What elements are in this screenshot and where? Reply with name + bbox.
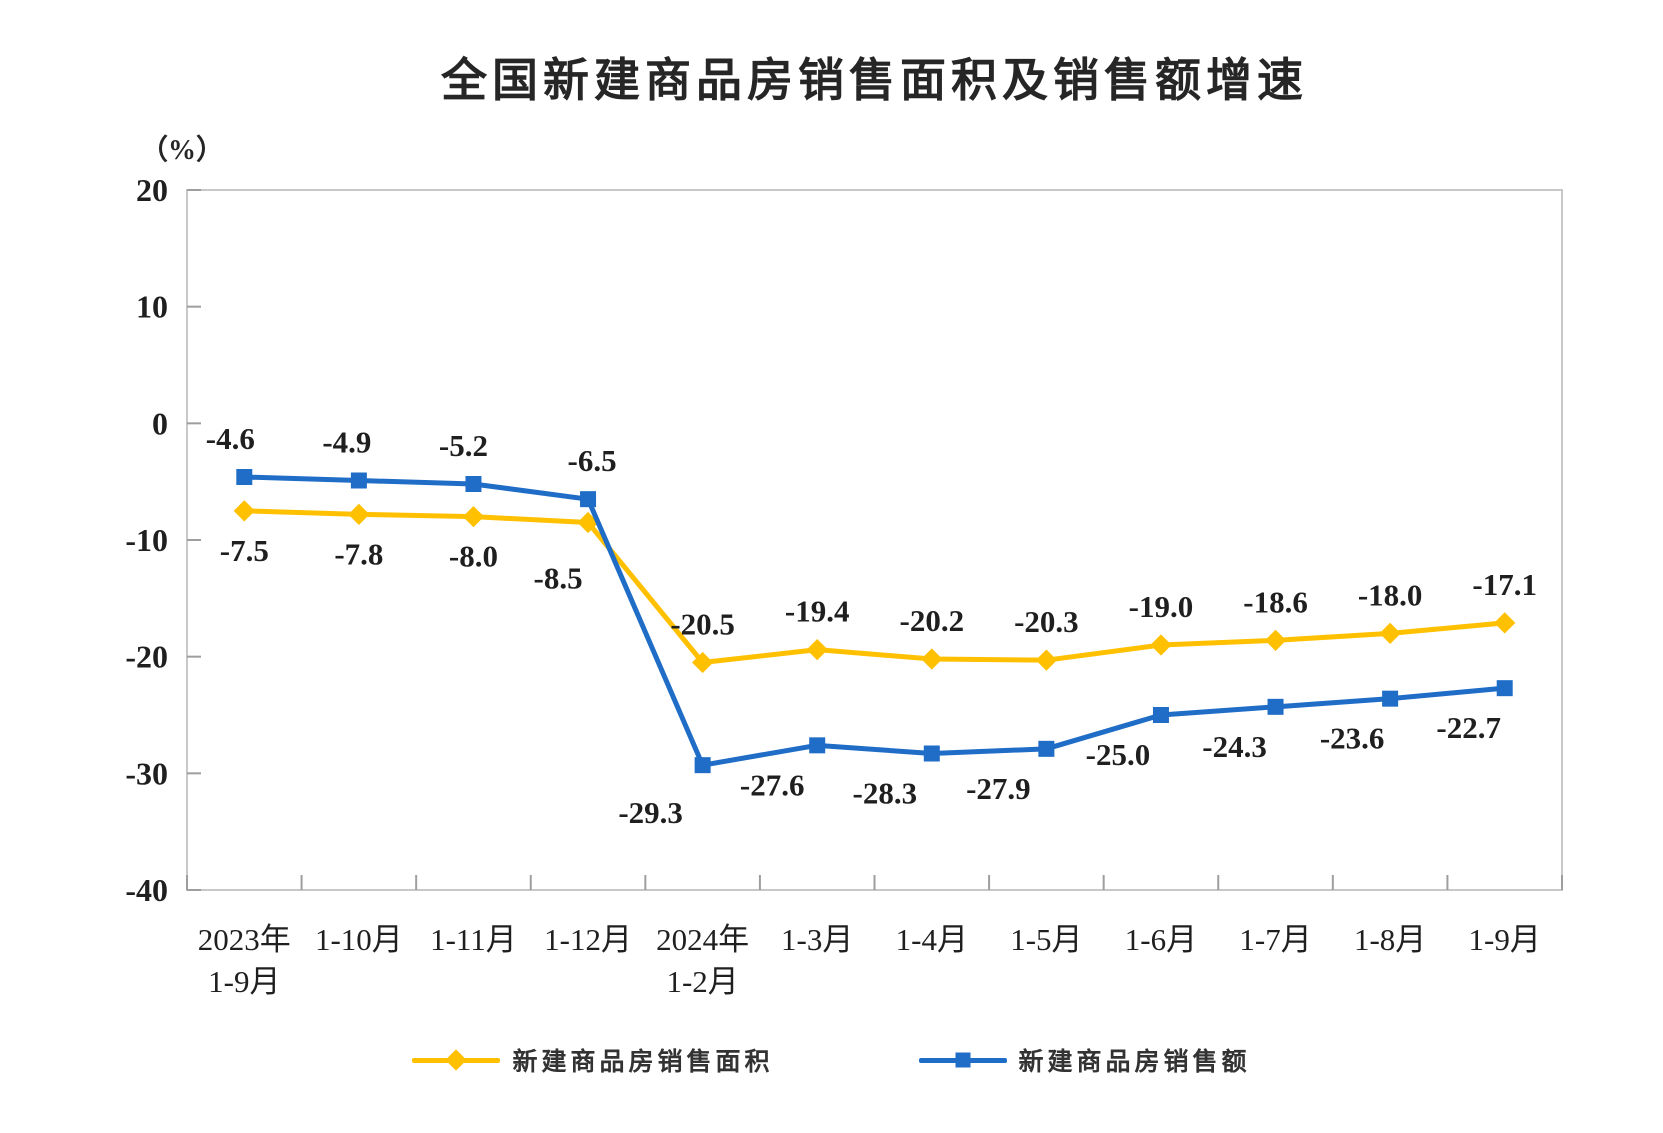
sales-amount-line-swatch <box>918 1052 1007 1068</box>
y-tick-label: 0 <box>152 405 168 441</box>
y-tick-label: -30 <box>125 755 168 791</box>
x-tick-label: 1-12月 <box>544 922 632 957</box>
data-point-label: -8.5 <box>534 561 583 596</box>
data-point-marker <box>921 648 943 670</box>
x-tick-label: 1-10月 <box>315 922 403 957</box>
legend-item-sales-area: 新建商品房销售面积 <box>412 1042 773 1078</box>
legend-item-sales-amount: 新建商品房销售额 <box>918 1042 1251 1078</box>
data-point-label: -27.6 <box>740 767 805 802</box>
data-point-label: -4.6 <box>206 421 255 456</box>
data-point-marker <box>1038 740 1055 757</box>
data-point-marker <box>1035 649 1057 671</box>
data-point-label: -6.5 <box>568 443 617 478</box>
data-point-marker <box>1150 634 1172 656</box>
data-point-marker <box>233 500 255 522</box>
square-marker-icon <box>955 1052 970 1068</box>
x-tick-label: 1-9月 <box>1469 922 1541 957</box>
data-point-label: -8.0 <box>449 539 498 574</box>
data-point-marker <box>350 472 367 489</box>
chart-title: 全国新建商品房销售面积及销售额增速 <box>441 54 1308 106</box>
data-point-marker <box>1152 707 1169 723</box>
data-point-marker <box>1382 690 1399 707</box>
data-point-marker <box>923 745 940 762</box>
data-point-label: -19.4 <box>785 594 850 629</box>
data-point-marker <box>694 757 711 774</box>
data-point-label: -18.6 <box>1243 584 1308 619</box>
x-tick-label: 2024年 <box>656 922 749 957</box>
data-point-label: -18.0 <box>1358 577 1423 612</box>
x-tick-label: 1-2月 <box>666 964 738 999</box>
data-point-marker <box>462 506 485 528</box>
data-point-marker <box>465 476 482 492</box>
legend: 新建商品房销售面积 新建商品房销售额 <box>0 1042 1663 1078</box>
data-point-marker <box>1496 680 1513 697</box>
data-point-label: -7.5 <box>220 533 269 568</box>
data-point-marker <box>580 491 597 508</box>
data-point-label: -20.3 <box>1014 604 1079 639</box>
data-point-label: -5.2 <box>439 428 488 463</box>
data-point-label: -17.1 <box>1472 567 1537 602</box>
data-point-label: -25.0 <box>1086 737 1151 772</box>
data-point-marker <box>236 469 253 485</box>
data-point-label: -23.6 <box>1320 721 1385 756</box>
data-point-label: -20.5 <box>670 607 735 642</box>
x-tick-label: 1-3月 <box>781 922 853 957</box>
legend-label-sales-amount: 新建商品房销售额 <box>1018 1049 1251 1076</box>
series-line-1 <box>241 474 1508 768</box>
y-axis-unit-label: （%） <box>140 135 225 166</box>
data-point-label: -20.2 <box>900 603 965 638</box>
data-point-label: -29.3 <box>618 795 683 830</box>
data-point-label: -7.8 <box>334 536 383 571</box>
data-point-marker <box>809 737 826 754</box>
legend-label-sales-area: 新建商品房销售面积 <box>512 1049 774 1076</box>
data-point-label: -4.9 <box>322 425 371 460</box>
y-tick-label: -20 <box>125 639 168 675</box>
sales-area-line-swatch <box>412 1049 501 1071</box>
x-tick-label: 1-11月 <box>430 922 517 957</box>
y-tick-label: -40 <box>125 872 168 908</box>
x-tick-label: 1-7月 <box>1239 922 1311 957</box>
data-point-label: -24.3 <box>1202 729 1267 764</box>
y-tick-label: 10 <box>136 289 168 325</box>
data-point-marker <box>348 503 370 525</box>
data-point-label: -28.3 <box>853 776 918 811</box>
data-point-marker <box>1267 698 1284 715</box>
data-point-marker <box>1264 629 1287 651</box>
diamond-marker-icon <box>445 1049 468 1071</box>
data-point-label: -27.9 <box>966 771 1031 806</box>
data-point-label: -22.7 <box>1436 710 1501 745</box>
x-tick-label: 2023年 <box>198 922 291 957</box>
x-tick-label: 1-6月 <box>1125 922 1197 957</box>
x-tick-label: 1-4月 <box>896 922 968 957</box>
data-point-marker <box>1494 612 1516 634</box>
data-point-marker <box>806 639 828 661</box>
x-tick-label: 1-8月 <box>1354 922 1426 957</box>
series-line-0 <box>241 508 1508 665</box>
x-tick-label: 1-9月 <box>208 964 280 999</box>
data-point-label: -19.0 <box>1129 589 1194 624</box>
x-tick-label: 1-5月 <box>1010 922 1082 957</box>
y-tick-label: -10 <box>125 522 168 558</box>
data-point-marker <box>692 651 714 674</box>
data-point-marker <box>1379 622 1401 644</box>
y-tick-label: 20 <box>136 172 168 208</box>
